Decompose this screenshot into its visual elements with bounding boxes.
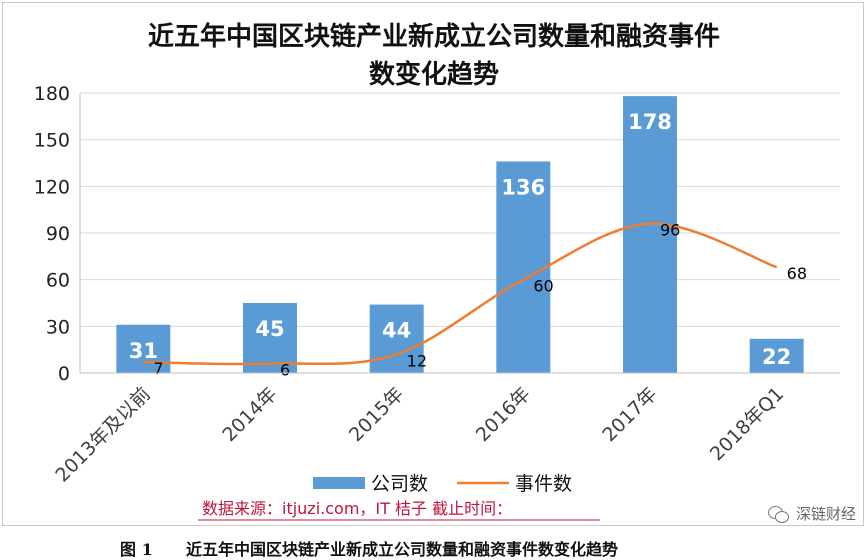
- y-axis: 0 30 60 90 120 150 180: [34, 83, 81, 385]
- caption-text: 近五年中国区块链产业新成立公司数量和融资事件数变化趋势: [186, 540, 619, 559]
- watermark-text: 深链财经: [795, 505, 856, 523]
- bar: [749, 338, 804, 373]
- x-tick-label: 2017年: [598, 383, 661, 446]
- chart-title-line-2: 数变化趋势: [369, 59, 499, 90]
- line-data-label: 60: [533, 277, 553, 296]
- bar: [369, 304, 424, 373]
- series-line: [143, 222, 778, 366]
- bar: [623, 96, 677, 373]
- x-tick-label: 2018年Q1: [706, 383, 788, 465]
- bar-data-label: 22: [762, 345, 791, 369]
- x-axis: 2013年及以前 2014年 2015年 2016年 2017年 2018年Q1: [51, 372, 840, 486]
- source-note: 数据来源：itjuzi.com，IT 桔子 截止时间：: [202, 499, 512, 518]
- bar-data-label: 44: [382, 319, 411, 343]
- line-data-label: 6: [280, 361, 290, 380]
- y-tick-label: 30: [46, 316, 70, 338]
- x-tick-label: 2014年: [218, 383, 281, 446]
- bar-data-label: 178: [628, 110, 672, 134]
- watermark: 深链财经: [767, 503, 856, 524]
- legend-label-events: 事件数: [515, 473, 572, 495]
- bar-data-label: 45: [255, 317, 284, 341]
- x-tick-label: 2015年: [345, 383, 408, 446]
- y-tick-label: 90: [46, 223, 70, 245]
- line-series: 7 6 12 60 96 68: [143, 221, 807, 380]
- line-data-label: 68: [787, 264, 807, 283]
- y-tick-label: 150: [34, 130, 70, 152]
- y-tick-label: 120: [34, 176, 70, 198]
- chart-frame: [2, 2, 864, 526]
- x-tick-label: 2016年: [472, 383, 535, 446]
- legend-label-companies: 公司数: [371, 473, 428, 495]
- line-data-label: 7: [153, 359, 163, 378]
- bar-data-label: 31: [129, 339, 158, 363]
- x-tick-label: 2013年及以前: [51, 383, 154, 486]
- bar-data-label: 136: [501, 175, 545, 199]
- y-tick-label: 60: [46, 270, 70, 292]
- gridlines: [80, 92, 840, 374]
- bar: [243, 303, 297, 373]
- bar: [496, 161, 551, 373]
- chart: 近五年中国区块链产业新成立公司数量和融资事件 数变化趋势 0 30 60 90 120 1…: [34, 21, 840, 521]
- chart-title-line-1: 近五年中国区块链产业新成立公司数量和融资事件: [148, 21, 720, 52]
- bar: [116, 324, 171, 373]
- line-data-label: 12: [407, 351, 427, 370]
- legend: 公司数 事件数: [313, 473, 572, 495]
- wechat-icon: [767, 505, 790, 523]
- legend-swatch-companies: [313, 477, 365, 489]
- bar-series: 31 45 44 136 178 22: [116, 96, 804, 373]
- line-data-label: 96: [660, 221, 680, 240]
- y-tick-label: 0: [58, 363, 70, 385]
- caption-label: 图 1: [120, 540, 153, 559]
- y-tick-label: 180: [34, 83, 70, 105]
- figure-caption: 图 1 近五年中国区块链产业新成立公司数量和融资事件数变化趋势: [0, 530, 868, 559]
